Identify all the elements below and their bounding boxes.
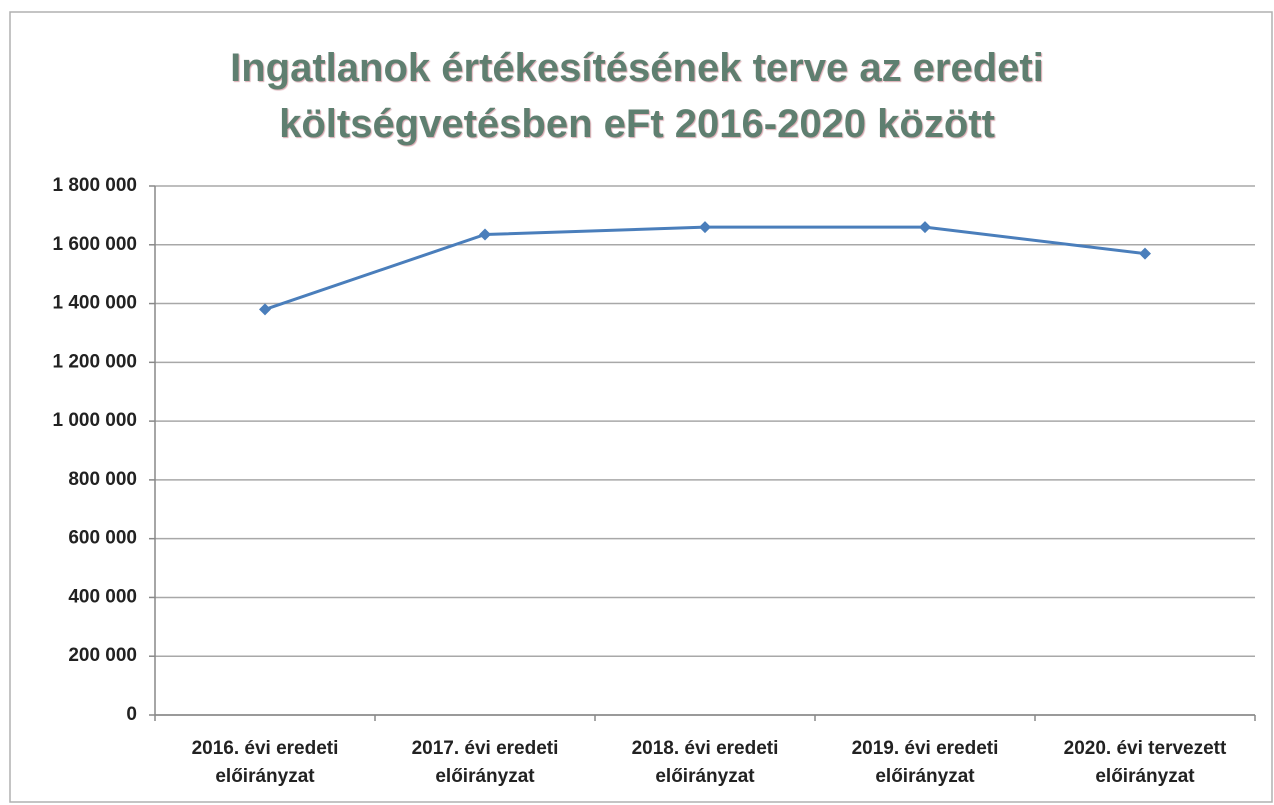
y-tick-label: 1 600 000 (52, 234, 137, 255)
chart-title: Ingatlanok értékesítésének terve az ered… (230, 46, 1044, 146)
x-tick-label: 2017. évi eredeti előirányzat (411, 738, 559, 787)
y-tick-label: 0 (126, 704, 137, 725)
x-tick-label: 2020. évi tervezett előirányzat (1063, 738, 1227, 787)
x-tick-label: 2018. évi eredeti előirányzat (631, 738, 779, 787)
marker (259, 303, 271, 316)
x-tick-label: 2019. évi eredeti előirányzat (851, 738, 999, 787)
y-tick-label: 1 800 000 (52, 175, 137, 196)
line-series (264, 225, 1146, 311)
y-tick-label: 1 200 000 (52, 351, 137, 372)
y-tick-label: 1 000 000 (52, 410, 137, 431)
y-tick-label: 600 000 (68, 528, 137, 549)
chart-frame (9, 11, 1273, 803)
y-tick-label: 200 000 (68, 645, 137, 666)
y-tick-label: 400 000 (68, 586, 137, 607)
marker (1139, 247, 1151, 260)
marker (699, 221, 711, 234)
y-tick-label: 1 400 000 (52, 293, 137, 314)
y-tick-label: 800 000 (68, 469, 137, 490)
marker (919, 221, 931, 234)
x-tick-label: 2016. évi eredeti előirányzat (191, 738, 339, 787)
marker (479, 228, 491, 241)
